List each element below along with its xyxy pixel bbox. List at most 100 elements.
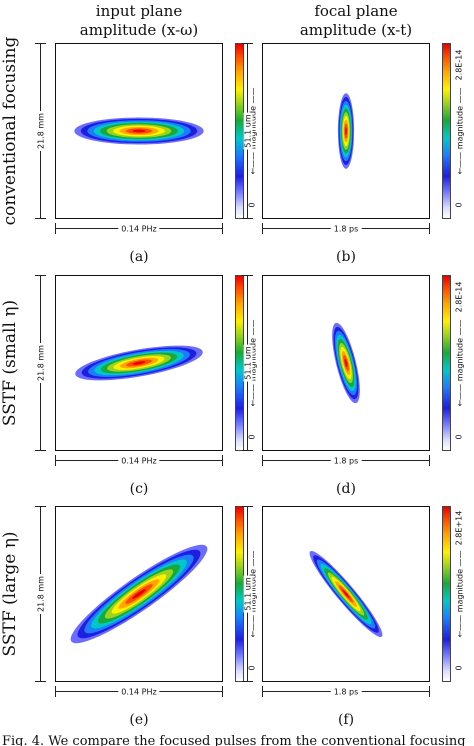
x-extent-d: 1.8 ps [262, 455, 430, 467]
dim-cap [35, 506, 46, 507]
plot-panel-f [262, 506, 430, 682]
y-extent-c: 21.8 mm [35, 275, 47, 451]
dim-cap [55, 686, 56, 697]
colorbar-f [442, 506, 451, 682]
dim-cap [429, 223, 430, 234]
x-extent-b: 1.8 ps [262, 223, 430, 235]
colorbar-max-label: 2.8E+14 [454, 510, 464, 546]
intensity-contour-10 [132, 361, 146, 365]
column-heading-focal-plane: focal plane amplitude (x-t) [276, 2, 436, 40]
dim-cap [262, 686, 263, 697]
colorbar-min-label: 0 [454, 665, 464, 671]
x-extent-f: 1.8 ps [262, 686, 430, 698]
y-extent-label: 21.8 mm [36, 574, 46, 614]
x-extent-label: 0.14 PHz [118, 456, 160, 466]
dim-cap [242, 218, 253, 219]
x-extent-label: 1.8 ps [330, 456, 362, 466]
plot-panel-a [55, 43, 223, 219]
y-extent-b: 51.1 um [242, 43, 254, 219]
dim-cap [429, 686, 430, 697]
subfigure-caption-d: (d) [336, 481, 356, 497]
dim-cap [242, 43, 253, 44]
column-heading-line: focal plane [314, 2, 398, 20]
row-heading-label: SSTF (large η) [0, 531, 20, 657]
dim-cap [222, 223, 223, 234]
intensity-contour-10 [132, 129, 146, 133]
figure-caption: Fig. 4. We compare the focused pulses fr… [2, 734, 466, 746]
dim-cap [35, 43, 46, 44]
colorbar-min: 0 [453, 417, 465, 457]
x-extent-label: 0.14 PHz [118, 687, 160, 697]
colorbar-label-text: ←—— magnitude —— [455, 87, 465, 175]
intensity-blob [63, 539, 215, 649]
colorbar-label: ←—— magnitude —— [453, 534, 467, 654]
colorbar-b [442, 43, 451, 219]
plot-panel-d [262, 275, 430, 451]
subfigure-caption-f: (f) [337, 712, 355, 728]
heatmap-f [305, 546, 387, 642]
intensity-contour-10 [344, 358, 348, 368]
dim-cap [429, 455, 430, 466]
colorbar-min: 0 [453, 648, 465, 688]
dim-cap [222, 455, 223, 466]
plot-panel-e [55, 506, 223, 682]
x-extent-c: 0.14 PHz [55, 455, 223, 467]
colorbar-min-label: 0 [454, 434, 464, 440]
heatmap-d [330, 318, 362, 408]
column-heading-line: input plane [95, 2, 183, 20]
intensity-contour-10 [342, 589, 350, 599]
colorbar-min: 0 [453, 185, 465, 225]
colorbar-max: 2.8E-14 [453, 45, 465, 85]
colorbar-max: 2.8E+14 [453, 508, 465, 548]
x-extent-e: 0.14 PHz [55, 686, 223, 698]
row-heading-label: SSTF (small η) [0, 299, 20, 427]
row-heading-0: conventional focusing [0, 11, 20, 251]
heatmap-c [68, 343, 210, 383]
subfigure-caption-e: (e) [129, 712, 149, 728]
dim-cap [242, 275, 253, 276]
intensity-blob [337, 89, 355, 173]
dim-cap [35, 681, 46, 682]
colorbar-max-label: 2.8E-14 [454, 49, 464, 81]
dim-cap [35, 450, 46, 451]
colorbar-max-label: 2.8E-14 [454, 281, 464, 313]
y-extent-a: 21.8 mm [35, 43, 47, 219]
heatmap-b [337, 89, 355, 173]
intensity-contour-10 [132, 589, 146, 599]
column-heading-line: amplitude (x-t) [299, 21, 413, 39]
heatmap-a [67, 116, 211, 146]
intensity-blob [305, 546, 387, 642]
intensity-blob [68, 343, 210, 383]
plot-panel-b [262, 43, 430, 219]
y-extent-e: 21.8 mm [35, 506, 47, 682]
y-extent-label: 51.1 um [243, 112, 253, 150]
row-heading-2: SSTF (large η) [0, 474, 20, 714]
x-extent-label: 0.14 PHz [118, 224, 160, 234]
colorbar-label: ←—— magnitude —— [453, 303, 467, 423]
heatmap-e [63, 539, 215, 649]
colorbar-label-text: ←—— magnitude —— [455, 550, 465, 638]
dim-cap [242, 450, 253, 451]
colorbar-d [442, 275, 451, 451]
dim-cap [242, 681, 253, 682]
dim-cap [55, 223, 56, 234]
column-heading-input-plane: input plane amplitude (x-ω) [59, 2, 219, 40]
subfigure-caption-c: (c) [129, 481, 149, 497]
dim-cap [242, 506, 253, 507]
y-extent-label: 21.8 mm [36, 111, 46, 151]
y-extent-label: 51.1 um [243, 344, 253, 382]
subfigure-caption-b: (b) [336, 249, 356, 265]
column-heading-line: amplitude (x-ω) [79, 21, 199, 39]
dim-cap [262, 223, 263, 234]
x-extent-label: 1.8 ps [330, 224, 362, 234]
dim-cap [262, 455, 263, 466]
colorbar-label: ←—— magnitude —— [453, 71, 467, 191]
colorbar-min-label: 0 [454, 202, 464, 208]
y-extent-d: 51.1 um [242, 275, 254, 451]
dim-cap [55, 455, 56, 466]
dim-cap [222, 686, 223, 697]
subfigure-caption-a: (a) [129, 249, 149, 265]
y-extent-label: 21.8 mm [36, 343, 46, 383]
dim-cap [35, 275, 46, 276]
colorbar-label-text: ←—— magnitude —— [455, 319, 465, 407]
